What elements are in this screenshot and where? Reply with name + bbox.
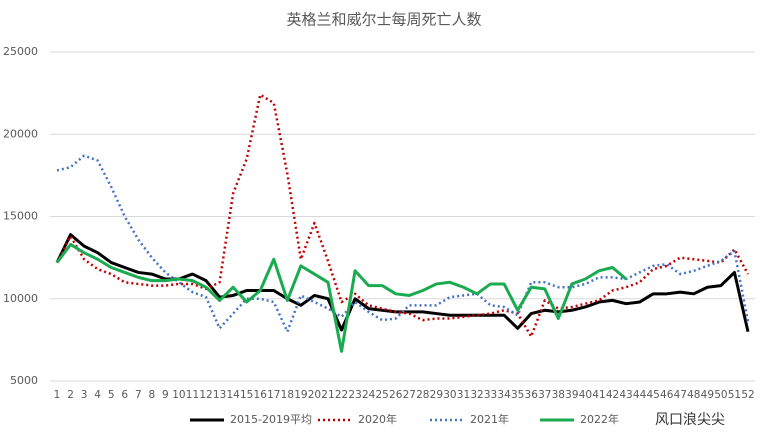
y-tick-label: 25000 — [3, 45, 38, 58]
x-tick-label: 50 — [714, 389, 727, 401]
x-tick-label: 43 — [619, 389, 632, 401]
y-tick-label: 20000 — [3, 127, 38, 140]
y-tick-label: 5000 — [10, 374, 38, 387]
x-tick-label: 21 — [321, 389, 334, 401]
series-line — [55, 242, 628, 353]
x-tick-label: 38 — [552, 389, 565, 401]
x-tick-label: 6 — [121, 389, 128, 401]
x-tick-label: 7 — [135, 389, 142, 401]
x-tick-label: 31 — [457, 389, 470, 401]
x-tick-label: 15 — [240, 389, 253, 401]
legend-label: 2022年 — [580, 412, 619, 426]
x-tick-label: 13 — [213, 389, 226, 401]
x-tick-label: 37 — [538, 389, 551, 401]
x-tick-label: 20 — [308, 389, 321, 401]
x-tick-label: 9 — [162, 389, 169, 401]
x-tick-label: 40 — [579, 389, 592, 401]
x-tick-label: 30 — [443, 389, 456, 401]
x-tick-label: 35 — [511, 389, 524, 401]
x-tick-label: 16 — [254, 389, 268, 401]
x-tick-label: 1 — [54, 389, 61, 401]
x-tick-label: 46 — [660, 389, 674, 401]
x-tick-label: 8 — [148, 389, 155, 401]
legend-label: 2021年 — [470, 412, 509, 426]
x-tick-label: 39 — [565, 389, 578, 401]
x-tick-label: 23 — [348, 389, 361, 401]
x-tick-label: 19 — [294, 389, 307, 401]
x-tick-label: 17 — [267, 389, 280, 401]
x-tick-label: 27 — [403, 389, 416, 401]
x-tick-label: 32 — [470, 389, 483, 401]
x-tick-label: 12 — [199, 389, 212, 401]
x-tick-label: 18 — [281, 389, 294, 401]
series-line — [56, 154, 750, 333]
y-tick-label: 10000 — [3, 292, 38, 305]
x-tick-label: 22 — [335, 389, 348, 401]
x-tick-label: 36 — [525, 389, 539, 401]
x-tick-label: 5 — [108, 389, 115, 401]
x-tick-label: 34 — [497, 389, 511, 401]
x-tick-label: 45 — [646, 389, 659, 401]
watermark: 风口浪尖尖 — [655, 412, 725, 428]
x-tick-label: 29 — [430, 389, 443, 401]
legend-label: 2015-2019平均 — [230, 413, 312, 426]
x-tick-label: 28 — [416, 389, 429, 401]
x-tick-label: 51 — [728, 389, 741, 401]
x-tick-label: 47 — [674, 389, 687, 401]
x-tick-label: 52 — [741, 389, 754, 401]
legend-label: 2020年 — [358, 412, 397, 426]
x-tick-label: 25 — [375, 389, 388, 401]
chart-title: 英格兰和威尔士每周死亡人数 — [286, 11, 481, 29]
x-tick-label: 48 — [687, 389, 700, 401]
x-tick-label: 49 — [701, 389, 714, 401]
x-tick-label: 41 — [592, 389, 605, 401]
x-tick-label: 4 — [94, 389, 101, 401]
x-tick-label: 24 — [362, 389, 376, 401]
x-tick-label: 11 — [186, 389, 199, 401]
x-tick-label: 14 — [226, 389, 240, 401]
x-tick-label: 42 — [606, 389, 619, 401]
series-line — [55, 233, 750, 332]
x-tick-label: 3 — [81, 389, 88, 401]
x-tick-label: 33 — [484, 389, 497, 401]
y-tick-label: 15000 — [3, 210, 38, 223]
x-tick-label: 10 — [172, 389, 185, 401]
x-tick-label: 44 — [633, 389, 647, 401]
x-tick-label: 2 — [67, 389, 74, 401]
x-tick-label: 26 — [389, 389, 403, 401]
series-line — [55, 93, 750, 338]
